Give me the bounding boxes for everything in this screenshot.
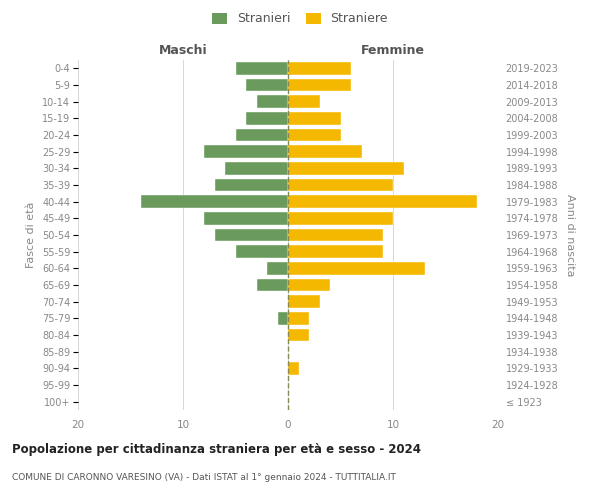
Bar — [288, 162, 404, 174]
Bar — [288, 296, 320, 308]
Text: Popolazione per cittadinanza straniera per età e sesso - 2024: Popolazione per cittadinanza straniera p… — [12, 442, 421, 456]
Text: COMUNE DI CARONNO VARESINO (VA) - Dati ISTAT al 1° gennaio 2024 - TUTTITALIA.IT: COMUNE DI CARONNO VARESINO (VA) - Dati I… — [12, 472, 396, 482]
Y-axis label: Anni di nascita: Anni di nascita — [565, 194, 575, 276]
Bar — [246, 112, 288, 124]
Bar — [288, 262, 425, 274]
Bar — [288, 279, 330, 291]
Bar — [277, 312, 288, 324]
Bar — [288, 246, 383, 258]
Y-axis label: Fasce di età: Fasce di età — [26, 202, 37, 268]
Bar — [288, 196, 477, 208]
Bar — [257, 279, 288, 291]
Bar — [141, 196, 288, 208]
Text: Femmine: Femmine — [361, 44, 425, 57]
Bar — [288, 312, 309, 324]
Bar — [235, 246, 288, 258]
Bar — [225, 162, 288, 174]
Legend: Stranieri, Straniere: Stranieri, Straniere — [208, 8, 392, 29]
Bar — [235, 62, 288, 74]
Bar — [288, 62, 351, 74]
Bar — [288, 179, 393, 192]
Bar — [288, 96, 320, 108]
Bar — [257, 96, 288, 108]
Bar — [288, 112, 341, 124]
Bar — [288, 212, 393, 224]
Bar — [267, 262, 288, 274]
Bar — [204, 212, 288, 224]
Bar — [215, 179, 288, 192]
Bar — [288, 329, 309, 341]
Bar — [215, 229, 288, 241]
Bar — [288, 362, 299, 374]
Bar — [288, 79, 351, 92]
Bar — [288, 146, 361, 158]
Bar — [288, 129, 341, 141]
Bar — [246, 79, 288, 92]
Bar — [288, 229, 383, 241]
Bar — [204, 146, 288, 158]
Bar — [235, 129, 288, 141]
Text: Maschi: Maschi — [158, 44, 208, 57]
